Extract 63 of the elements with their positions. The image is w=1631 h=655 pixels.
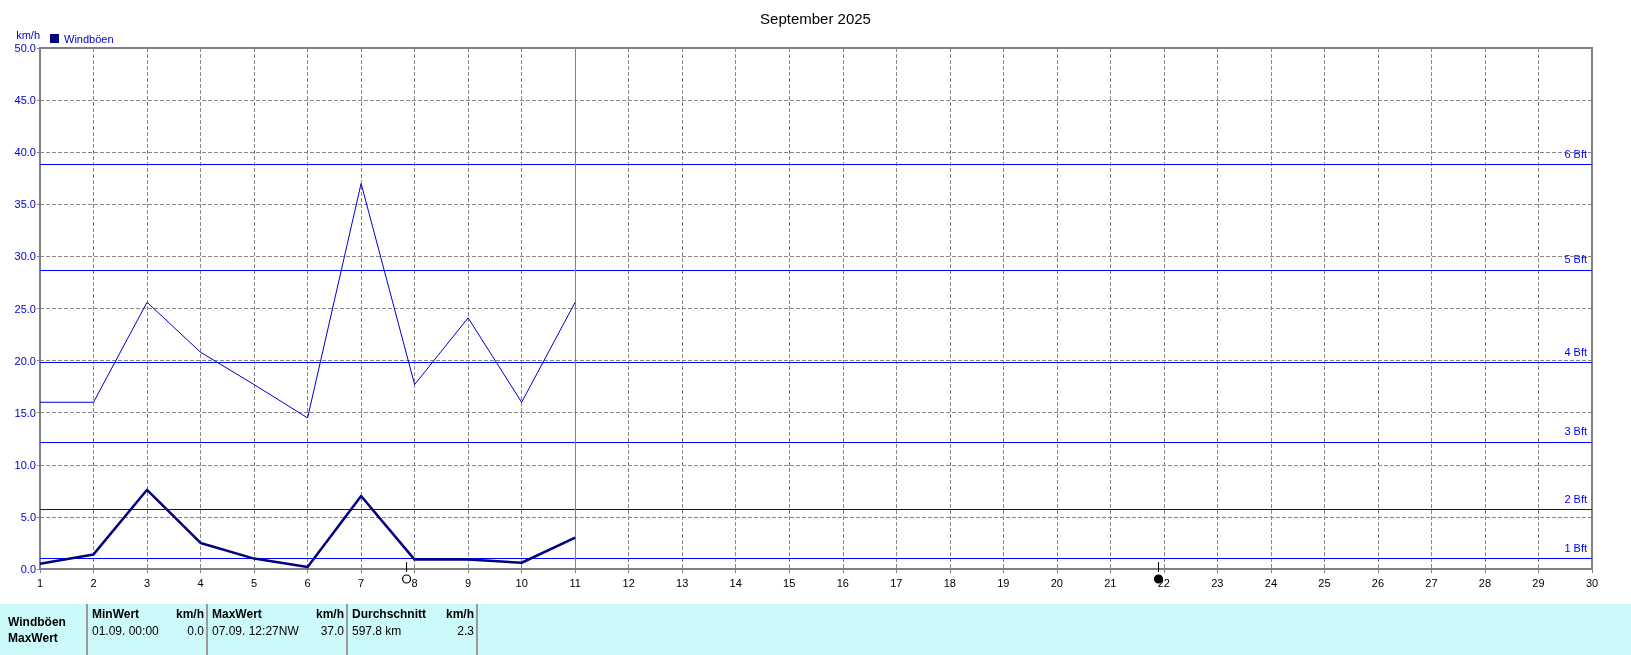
x-tick-label: 24 bbox=[1264, 576, 1278, 589]
x-tick-label: 28 bbox=[1478, 576, 1492, 589]
text: km/h bbox=[175, 607, 204, 621]
y-tick-label: 20.0 bbox=[14, 354, 36, 367]
ref-line-label: 1 Bft bbox=[1564, 542, 1587, 555]
legend-label: Windböen bbox=[64, 32, 114, 45]
text: 2.3 bbox=[457, 624, 474, 638]
ref-line-label: 3 Bft bbox=[1564, 425, 1587, 438]
x-tick-label: 2 bbox=[90, 576, 97, 589]
text: km/h bbox=[315, 607, 344, 621]
x-tick-label: 13 bbox=[676, 576, 689, 589]
y-tick-label: 25.0 bbox=[14, 302, 36, 315]
y-tick-label: 15.0 bbox=[14, 406, 36, 419]
x-tick-label: 9 bbox=[465, 576, 472, 589]
x-tick-label: 19 bbox=[997, 576, 1010, 589]
y-tick-label: 50.0 bbox=[14, 42, 36, 54]
x-tick-label: 25 bbox=[1318, 576, 1331, 589]
ref-line-label: 6 Bft bbox=[1564, 148, 1587, 161]
text: Windböen bbox=[8, 615, 66, 629]
ref-line-label: 2 Bft bbox=[1564, 493, 1587, 506]
x-tick-label: 30 bbox=[1585, 576, 1599, 589]
x-tick-label: 26 bbox=[1371, 576, 1385, 589]
y-tick-label: 35.0 bbox=[14, 198, 36, 211]
y-tick-label: 30.0 bbox=[14, 250, 36, 263]
text: MaxWert bbox=[212, 607, 262, 621]
text: 37.0 bbox=[320, 624, 344, 638]
x-tick-label: 6 bbox=[304, 576, 311, 589]
text: 597.8 km bbox=[352, 624, 402, 638]
y-tick-label: 5.0 bbox=[20, 510, 36, 523]
ref-line-label: 4 Bft bbox=[1564, 346, 1587, 359]
x-tick-label: 16 bbox=[836, 576, 849, 589]
x-tick-label: 15 bbox=[783, 576, 796, 589]
x-tick-label: 10 bbox=[515, 576, 528, 589]
y-axis-title: km/h bbox=[16, 28, 40, 41]
y-tick-label: 10.0 bbox=[14, 458, 36, 471]
y-tick-label: 40.0 bbox=[14, 146, 36, 159]
x-tick-label: 11 bbox=[569, 576, 581, 589]
text: 0.0 bbox=[187, 624, 204, 638]
x-tick-label: 4 bbox=[197, 576, 204, 589]
x-tick-label: 1 bbox=[36, 576, 44, 589]
x-tick-label: 14 bbox=[729, 576, 742, 589]
y-tick-label: 45.0 bbox=[14, 94, 36, 107]
x-tick-label: 21 bbox=[1104, 576, 1117, 589]
x-tick-label: 5 bbox=[251, 576, 258, 589]
x-tick-label: 20 bbox=[1050, 576, 1063, 589]
x-tick-label: 7 bbox=[358, 576, 365, 589]
text: MaxWert bbox=[8, 631, 58, 645]
x-tick-label: 8 bbox=[411, 576, 418, 589]
chart-title: September 2025 bbox=[760, 10, 871, 27]
ref-line-label: 5 Bft bbox=[1564, 253, 1587, 266]
x-tick-label: 18 bbox=[943, 576, 956, 589]
x-tick-label: 3 bbox=[143, 576, 151, 589]
x-tick-label: 23 bbox=[1211, 576, 1224, 589]
text: 01.09. 00:00 bbox=[92, 624, 159, 638]
x-tick-label: 29 bbox=[1532, 576, 1545, 589]
x-tick-label: 27 bbox=[1425, 576, 1438, 589]
text: MinWert bbox=[92, 607, 140, 621]
text: 07.09. 12:27NW bbox=[212, 624, 299, 638]
text: Durchschnitt bbox=[352, 607, 427, 621]
x-tick-label: 12 bbox=[622, 576, 635, 589]
text: km/h bbox=[445, 607, 474, 621]
y-tick-label: 0.0 bbox=[20, 563, 36, 575]
x-tick-label: 17 bbox=[890, 576, 903, 589]
